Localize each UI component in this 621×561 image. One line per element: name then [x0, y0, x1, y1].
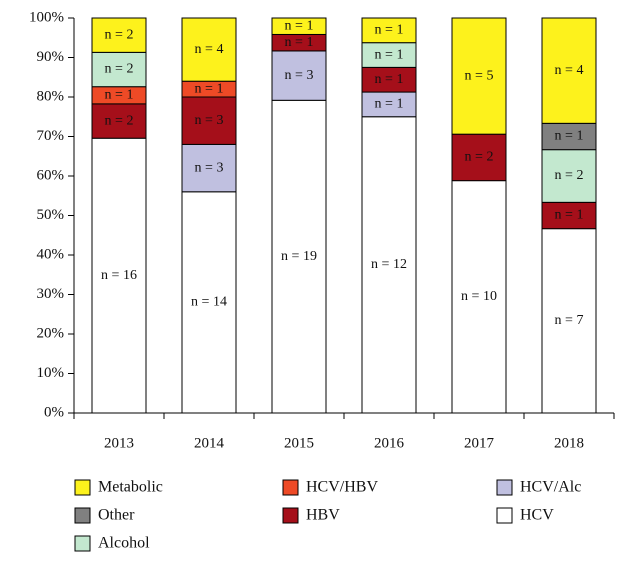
data-label: n = 14: [191, 295, 227, 310]
legend-swatch: [74, 479, 91, 496]
y-tick-label: 70%: [37, 128, 65, 144]
data-label: n = 1: [105, 88, 134, 103]
legend-swatch: [74, 507, 91, 524]
bar-segment: [181, 17, 237, 82]
y-tick-label: 20%: [37, 325, 65, 341]
legend-label: Other: [98, 507, 135, 524]
data-label: n = 2: [105, 113, 134, 128]
bar-segment: [181, 143, 237, 193]
data-label: n = 1: [375, 97, 404, 112]
legend-label: HCV/HBV: [306, 479, 378, 496]
data-label: n = 1: [375, 72, 404, 87]
bar-segment: [271, 17, 327, 35]
legend-swatch: [496, 507, 513, 524]
data-label: n = 4: [195, 42, 224, 57]
x-tick-label: 2014: [194, 435, 225, 451]
data-label: n = 12: [371, 257, 407, 272]
data-label: n = 4: [555, 63, 584, 78]
x-tick-label: 2017: [464, 435, 495, 451]
bar-segment: [541, 17, 597, 124]
bar-segment: [181, 96, 237, 145]
data-label: n = 2: [555, 168, 584, 183]
bar-segment: [271, 99, 327, 414]
legend-swatch: [496, 479, 513, 496]
bar-segment: [91, 17, 147, 53]
data-label: n = 3: [195, 113, 224, 128]
x-tick-label: 2018: [554, 435, 584, 451]
data-label: n = 2: [465, 150, 494, 165]
data-label: n = 1: [285, 18, 314, 33]
legend-label: HCV: [520, 507, 554, 524]
legend-label: Metabolic: [98, 479, 163, 496]
bar-segment: [361, 17, 417, 44]
data-label: n = 3: [285, 68, 314, 83]
y-tick-label: 30%: [37, 286, 65, 302]
legend-swatch: [74, 535, 91, 552]
bar-segment: [541, 201, 597, 230]
legend-swatch: [282, 507, 299, 524]
legend-label: Alcohol: [98, 535, 150, 552]
data-label: n = 5: [465, 68, 494, 83]
data-label: n = 1: [555, 129, 584, 144]
bar-segment: [181, 191, 237, 414]
y-tick-label: 10%: [37, 365, 65, 381]
bar-segment: [91, 137, 147, 414]
y-tick-label: 80%: [37, 88, 65, 104]
data-label: n = 16: [101, 268, 137, 283]
data-label: n = 1: [375, 23, 404, 38]
y-tick-label: 90%: [37, 49, 65, 65]
x-tick-label: 2016: [374, 435, 405, 451]
y-tick-label: 40%: [37, 246, 65, 262]
legend-label: HCV/Alc: [520, 479, 581, 496]
data-label: n = 3: [195, 160, 224, 175]
bar-segment: [271, 50, 327, 101]
data-label: n = 1: [285, 35, 314, 50]
bar-segment: [361, 66, 417, 93]
legend-swatch: [282, 479, 299, 496]
y-tick-label: 60%: [37, 167, 65, 183]
bar-segment: [541, 122, 597, 151]
bar-segment: [91, 103, 147, 139]
bar-segment: [451, 17, 507, 135]
legend-label: HBV: [306, 507, 340, 524]
bar-segment: [451, 133, 507, 182]
y-tick-label: 100%: [29, 9, 64, 25]
x-tick-label: 2015: [284, 435, 314, 451]
y-tick-label: 0%: [44, 404, 64, 420]
data-label: n = 2: [105, 27, 134, 42]
data-label: n = 7: [555, 313, 584, 328]
x-tick-label: 2013: [104, 435, 134, 451]
data-label: n = 1: [555, 208, 584, 223]
bar-segment: [541, 228, 597, 414]
bar-segment: [361, 42, 417, 68]
data-label: n = 1: [375, 47, 404, 62]
data-label: n = 10: [461, 289, 497, 304]
data-label: n = 1: [195, 81, 224, 96]
data-label: n = 2: [105, 62, 134, 77]
data-label: n = 19: [281, 249, 317, 264]
y-tick-label: 50%: [37, 207, 65, 223]
bar-segment: [91, 51, 147, 88]
